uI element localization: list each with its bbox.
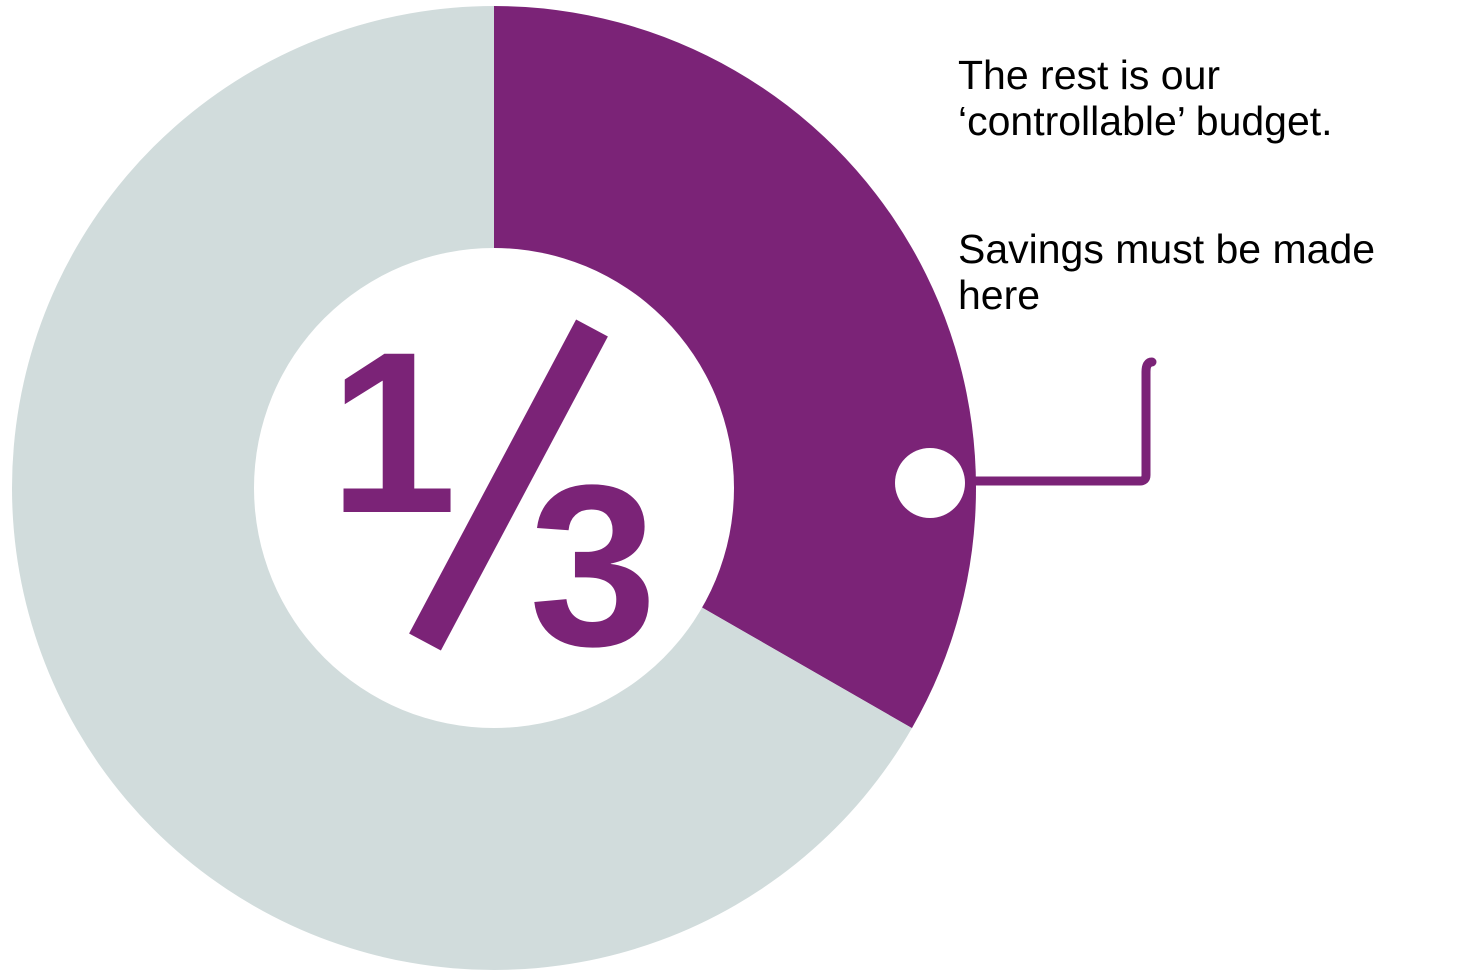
- callout-text-line: here: [958, 272, 1041, 318]
- callout-paragraph-1: The rest is our ‘controllable’ budget.: [958, 52, 1448, 144]
- fraction-denominator: 3: [529, 437, 657, 694]
- callout-text-line: The rest is our: [958, 52, 1221, 98]
- callout-text-line: Savings must be made: [958, 226, 1376, 272]
- callout-text-line: ‘controllable’ budget.: [958, 98, 1333, 144]
- fraction-numerator: 1: [329, 304, 457, 561]
- fraction-slash: [409, 319, 608, 651]
- callout-paragraph-2: Savings must be made here: [958, 226, 1448, 318]
- callout-connector-line: [925, 357, 1157, 486]
- callout-marker-dot: [895, 448, 965, 518]
